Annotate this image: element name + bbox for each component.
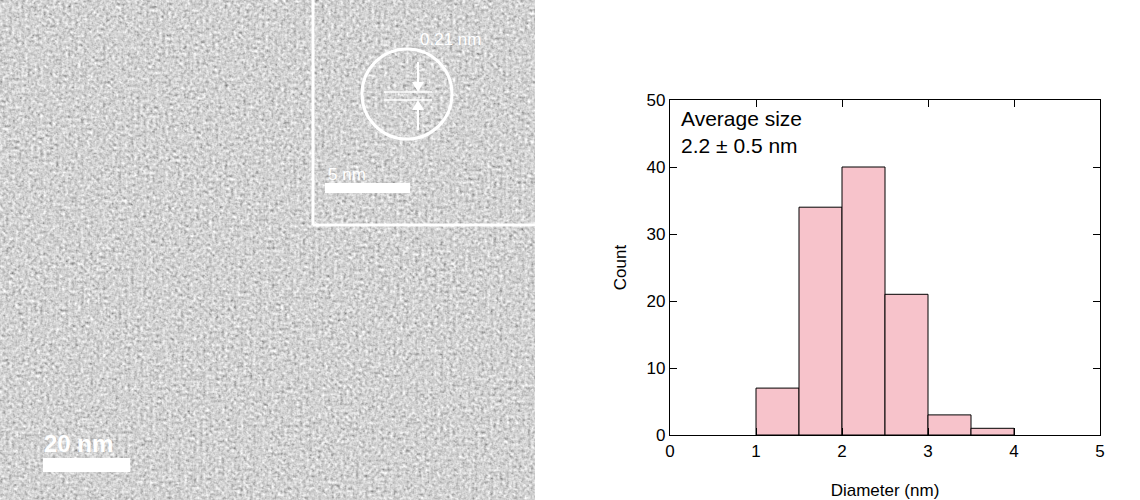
svg-text:0: 0 [665,442,674,461]
svg-text:Diameter (nm): Diameter (nm) [831,481,940,500]
svg-text:2: 2 [837,442,846,461]
svg-text:5: 5 [1095,442,1104,461]
svg-text:Count: Count [611,245,630,291]
svg-text:0.21 nm: 0.21 nm [420,30,481,49]
svg-text:10: 10 [646,359,665,378]
svg-text:30: 30 [646,225,665,244]
svg-text:20: 20 [646,292,665,311]
svg-text:Average size2.2 ± 0.5 nm: Average size2.2 ± 0.5 nm [681,107,802,157]
svg-text:40: 40 [646,158,665,177]
svg-text:1: 1 [751,442,760,461]
svg-text:4: 4 [1009,442,1018,461]
svg-text:20 nm: 20 nm [44,430,113,457]
svg-text:5 nm: 5 nm [328,165,366,184]
svg-text:0: 0 [656,426,665,445]
svg-text:3: 3 [923,442,932,461]
svg-text:50: 50 [646,91,665,110]
